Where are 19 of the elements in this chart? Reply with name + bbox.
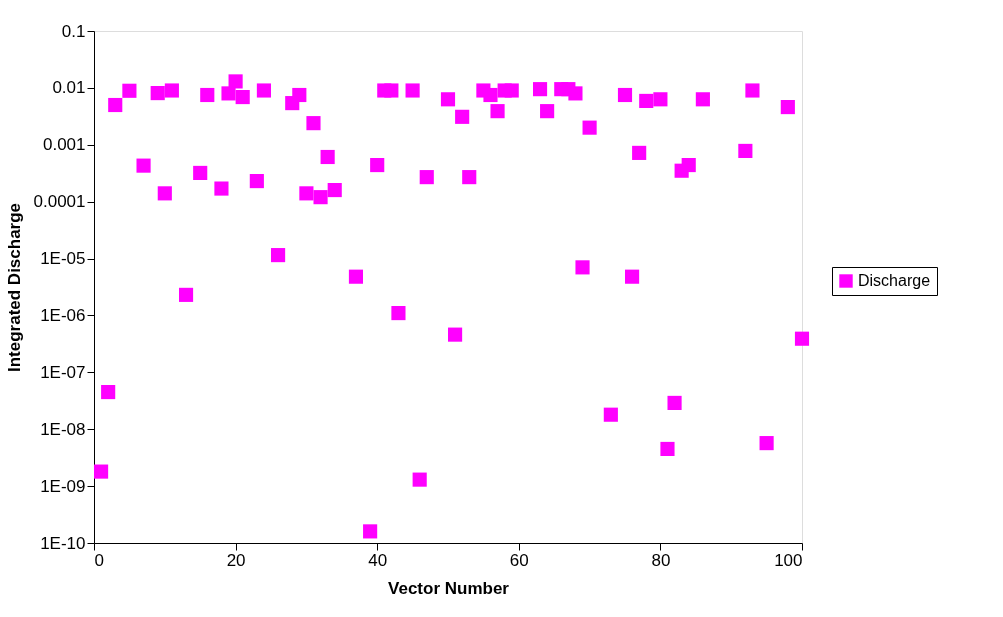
x-tick-label: 0 xyxy=(94,550,104,570)
y-tick-label: 1E-09 xyxy=(40,476,86,496)
x-tick-label: 100 xyxy=(774,550,803,570)
y-tick-label: 0.1 xyxy=(61,21,86,41)
y-tick-label: 1E-10 xyxy=(40,533,86,553)
x-tick-label: 20 xyxy=(226,550,246,570)
x-tick-label: 60 xyxy=(509,550,529,570)
x-tick-label: 40 xyxy=(368,550,388,570)
x-axis-title: Vector Number xyxy=(388,578,510,598)
y-tick-label: 1E-06 xyxy=(40,305,86,325)
legend-label: Discharge xyxy=(858,272,931,289)
y-axis-title: Integrated Discharge xyxy=(4,202,24,373)
y-tick-label: 1E-05 xyxy=(40,249,86,269)
y-tick-label: 1E-08 xyxy=(40,419,86,439)
y-tick-label: 1E-07 xyxy=(40,362,86,382)
y-tick-label: 0.0001 xyxy=(33,192,86,212)
y-tick-label: 0.001 xyxy=(42,135,86,155)
x-tick-label: 80 xyxy=(651,550,671,570)
y-tick-label: 0.01 xyxy=(52,78,86,98)
